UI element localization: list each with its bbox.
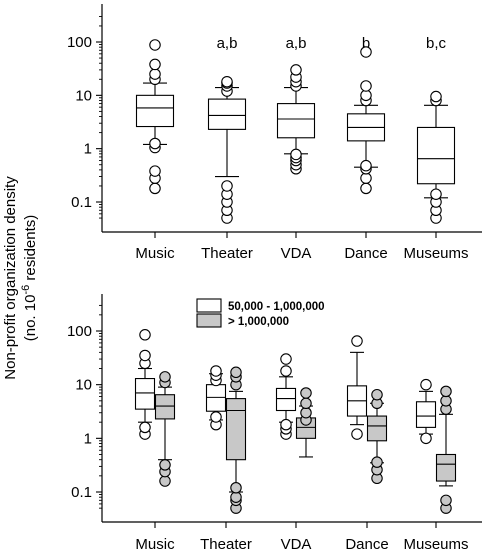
legend-label-large-cities: > 1,000,000 [228,316,289,328]
box-iqr [275,387,297,412]
outlier-point [159,475,171,487]
y-axis-unit-suffix: residents) [22,215,39,285]
outlier-point [300,406,312,419]
outlier-point [300,397,312,410]
outlier-point [430,188,442,200]
outlier-point [149,182,161,195]
outlier-point [420,378,432,391]
outlier-point [440,395,452,407]
outlier-point [149,165,161,177]
significance-label: b,c [426,35,447,52]
box-iqr [205,384,227,412]
x-category-label: VDA [281,245,312,262]
x-category-label: Museums [403,245,468,262]
outlier-point [420,432,432,445]
x-category-label: Dance [345,536,388,550]
box-iqr [435,453,457,482]
box-iqr [134,378,156,410]
outlier-point [351,428,363,440]
outlier-point [430,90,442,103]
y-axis-unit-prefix: (no. 10 [22,295,39,342]
outlier-point [290,64,302,76]
outlier-point [230,491,242,503]
outlier-point [149,39,161,51]
outlier-point [360,159,372,172]
x-category-label: Museums [403,536,468,550]
box-iqr [276,103,316,139]
outlier-point [440,385,452,398]
x-category-label: Music [135,245,175,262]
outlier-point [290,148,302,161]
outlier-point [149,137,161,150]
legend-swatch-large-cities [196,313,222,328]
y-axis-label-unit: (no. 10-6 residents) [20,215,39,342]
outlier-point [360,182,372,195]
outlier-point [280,353,292,365]
significance-label: a,b [217,35,238,52]
box-iqr [225,398,247,461]
y-tick-label: 1 [84,141,92,158]
outlier-point [221,75,233,88]
y-tick-label: 100 [67,34,92,51]
outlier-point [159,371,171,383]
legend-swatch-small-cities [196,298,222,313]
box-iqr [207,98,247,130]
x-category-label: Dance [344,245,387,262]
outlier-point [351,335,363,347]
outlier-point [360,46,372,58]
outlier-point [360,172,372,184]
legend-label-small-cities: 50,000 - 1,000,000 [228,301,325,313]
outlier-point [360,89,372,102]
y-tick-label: 100 [67,323,92,340]
outlier-point [159,459,171,471]
outlier-point [210,365,222,377]
y-tick-label: 1 [84,430,92,447]
y-tick-label: 0.1 [71,484,92,501]
x-category-label: Music [135,536,175,550]
outlier-point [149,58,161,71]
box-iqr [415,401,437,428]
x-category-label: VDA [281,536,312,550]
box-iqr [366,415,388,442]
legend: 50,000 - 1,000,000 > 1,000,000 [196,298,325,328]
outlier-point [221,180,233,192]
y-axis-unit-exponent: -6 [20,285,32,295]
y-axis-label: Non-profit organization density [2,176,19,380]
outlier-point [371,388,383,401]
box-iqr [416,126,456,185]
outlier-point [210,411,222,423]
outlier-point [139,329,151,341]
outlier-point [371,456,383,468]
outlier-point [440,494,452,507]
bottom-panel: 0.1 1 10 100 Music Theater VDA Dance Museums [67,294,482,550]
outlier-point [360,80,372,92]
top-panel: 0.1110100MusicTheaterVDADanceMuseumsaa,b… [67,4,482,262]
outlier-point [280,365,292,377]
outlier-point [139,349,151,362]
significance-label: a,b [286,35,307,52]
y-tick-label: 10 [75,87,92,104]
outlier-point [139,421,151,434]
outlier-point [230,366,242,379]
box-iqr [135,94,175,128]
y-tick-label: 10 [75,377,92,394]
x-category-label: Theater [200,536,252,550]
outlier-point [280,418,292,431]
outlier-point [230,482,242,494]
outlier-point [300,387,312,399]
y-tick-label: 0.1 [71,194,92,211]
box-iqr [154,394,176,420]
outlier-point [149,68,161,80]
significance-label: b [362,35,370,52]
x-category-label: Theater [201,245,253,262]
